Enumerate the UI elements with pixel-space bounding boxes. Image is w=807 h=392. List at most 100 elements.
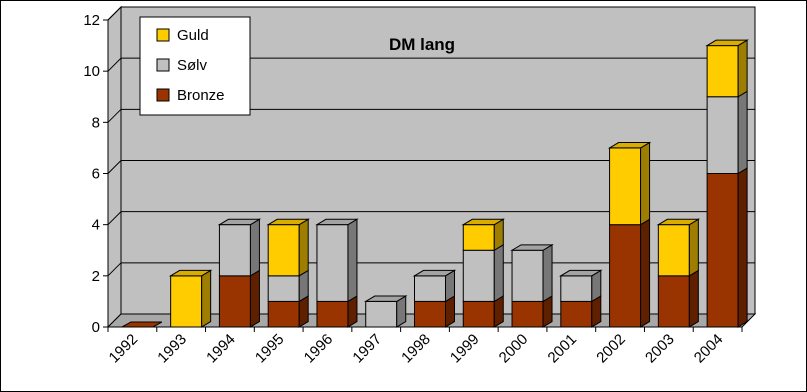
x-tick-label: 2004 [691, 331, 727, 367]
bar-segment-side [737, 90, 748, 175]
legend-label-bronze: Bronze [177, 87, 225, 104]
bar-segment-top [315, 218, 359, 226]
bar-segment-bronze [316, 300, 349, 328]
x-tick-label: 1999 [447, 331, 483, 367]
bar-group-1992 [121, 321, 163, 328]
y-tick-label: 10 [83, 63, 100, 80]
bar-segment-sølv [462, 249, 495, 302]
gridline [107, 211, 755, 226]
x-tick-label: 2002 [593, 331, 629, 367]
bar-segment-side [640, 141, 651, 226]
x-tick-label: 2003 [642, 331, 678, 367]
bar-segment-sølv [414, 275, 446, 302]
y-tick-label: 8 [92, 114, 100, 131]
bar-segment-guld [267, 224, 300, 277]
bar-segment-sølv [316, 224, 349, 302]
bar-segment-top [656, 218, 701, 226]
gridline [107, 108, 755, 123]
bar-segment-side [542, 243, 553, 303]
bar-segment-sølv [511, 249, 544, 302]
bar-segment-sølv [218, 224, 251, 277]
x-tick-label: 1998 [398, 331, 434, 367]
bar-segment-guld [657, 224, 690, 277]
bar-segment-bronze [609, 224, 642, 328]
x-tick-label: 1997 [349, 331, 385, 367]
y-tick-label: 0 [92, 319, 100, 336]
y-axis: 0 2 4 6 8 10 12 [83, 12, 109, 336]
legend-swatch-guld [156, 28, 170, 42]
gridline [107, 160, 755, 174]
bar-segment-guld [609, 147, 642, 226]
y-tick-label: 4 [92, 217, 100, 234]
legend-label-guld: Guld [177, 27, 209, 44]
bar-segment-guld [706, 45, 739, 98]
bar-segment-guld [170, 275, 203, 328]
y-tick-label: 12 [83, 12, 100, 29]
gridline [107, 57, 755, 72]
x-tick-label: 1996 [301, 331, 337, 367]
bar-segment-bronze [218, 275, 251, 328]
legend: Guld Sølv Bronze [139, 16, 251, 116]
bar-segment-bronze [462, 300, 495, 328]
bar-segment-side [640, 218, 651, 328]
bar-segment-guld [462, 224, 495, 251]
bar-segment-bronze [706, 173, 739, 328]
bar-group-2001 [559, 269, 603, 328]
x-axis: 1992 1993 1994 1995 1996 1997 1998 1999 2000 2001… [106, 327, 743, 367]
bar-segment-side [249, 218, 260, 277]
bar-group-1993 [168, 269, 213, 328]
bar-group-2003 [656, 218, 701, 328]
bar-group-2004 [705, 39, 749, 328]
x-tick-label: 1995 [252, 331, 288, 367]
bar-group-1998 [412, 269, 457, 328]
y-tick-label: 6 [92, 166, 100, 183]
y-tick-label: 2 [92, 268, 100, 285]
bar-segment-bronze [560, 300, 593, 328]
bars-layer [121, 39, 749, 328]
legend-swatch-sølv [156, 58, 170, 72]
legend-label-sølv: Sølv [177, 57, 208, 74]
bar-segment-bronze [267, 300, 300, 328]
bar-group-2000 [510, 243, 554, 328]
bar-segment-bronze [511, 300, 544, 328]
gridline [107, 6, 755, 21]
x-tick-label: 2000 [496, 331, 532, 367]
bar-segment-sølv [365, 300, 398, 328]
bar-segment-top [510, 244, 554, 251]
bar-segment-side [201, 269, 212, 328]
bar-segment-top [559, 269, 603, 277]
x-tick-label: 1993 [154, 331, 190, 367]
bar-segment-side [347, 218, 358, 303]
bar-group-1995 [266, 218, 310, 328]
bar-segment-top [461, 218, 506, 226]
bar-segment-side [493, 243, 504, 303]
bar-group-2002 [607, 141, 652, 328]
chart-title: DM lang [389, 35, 455, 54]
bar-segment-side [688, 269, 699, 328]
bar-segment-top [266, 218, 310, 226]
bar-segment-sølv [560, 275, 593, 302]
bar-segment-side [737, 167, 748, 328]
bar-segment-side [737, 39, 748, 98]
x-tick-label: 1994 [203, 331, 239, 367]
bar-segment-top [121, 321, 163, 328]
bar-segment-bronze [414, 300, 446, 328]
bar-segment-side [298, 218, 309, 277]
bar-group-1994 [217, 218, 262, 328]
bar-group-1997 [363, 295, 408, 328]
bar-group-1996 [315, 218, 359, 328]
bar-segment-side [249, 269, 260, 328]
bar-segment-top [363, 295, 408, 302]
x-tick-label: 2001 [545, 331, 581, 367]
bar-segment-top [607, 142, 652, 149]
legend-swatch-bronze [156, 88, 170, 102]
bar-segment-sølv [706, 96, 739, 174]
x-tick-label: 1992 [106, 331, 142, 367]
bar-group-1999 [461, 218, 506, 328]
gridlines [107, 6, 755, 277]
bar-segment-top [217, 218, 262, 226]
bar-segment-sølv [267, 275, 300, 302]
bar-segment-top [705, 39, 749, 47]
